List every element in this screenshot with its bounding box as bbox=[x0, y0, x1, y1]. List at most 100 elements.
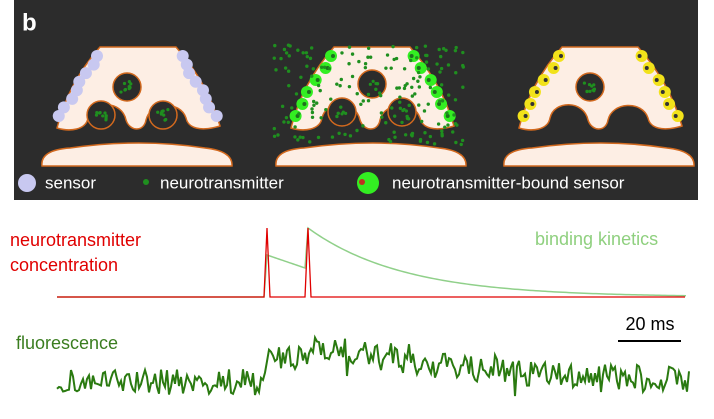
transmitter bbox=[317, 136, 320, 139]
transmitter bbox=[417, 103, 420, 106]
transmitter bbox=[447, 63, 450, 66]
transmitter bbox=[461, 51, 464, 54]
sensor bbox=[211, 110, 223, 122]
transmitter bbox=[433, 142, 436, 145]
bound-sensor-dot bbox=[316, 78, 320, 82]
vesicle-transmitter bbox=[128, 85, 131, 88]
transmitter bbox=[439, 55, 442, 58]
vesicle-transmitter bbox=[340, 112, 343, 115]
transmitter bbox=[417, 71, 420, 74]
transmitter bbox=[356, 92, 359, 95]
transmitter bbox=[348, 85, 351, 88]
scale-bar-label: 20 ms bbox=[625, 314, 674, 334]
transmitter bbox=[351, 52, 354, 55]
vesicle-transmitter bbox=[588, 83, 591, 86]
bound-sensor-dot bbox=[307, 90, 311, 94]
transmitter bbox=[357, 60, 360, 63]
transmitter bbox=[329, 97, 332, 100]
transmitter bbox=[337, 132, 340, 135]
fluorescence-trace bbox=[57, 338, 689, 397]
transmitter bbox=[273, 44, 276, 47]
transmitter bbox=[364, 66, 367, 69]
transmitter bbox=[285, 116, 288, 119]
transmitter bbox=[454, 71, 457, 74]
vesicle-transmitter bbox=[163, 118, 166, 121]
transmitter bbox=[367, 47, 370, 50]
trace-label: fluorescence bbox=[16, 333, 118, 353]
bound-sensor-dot bbox=[661, 90, 665, 94]
transmitter bbox=[454, 141, 457, 144]
legend-label: sensor bbox=[45, 173, 96, 192]
transmitter bbox=[315, 101, 318, 104]
transmitter bbox=[440, 134, 443, 137]
transmitter bbox=[407, 104, 410, 107]
bound-sensor bbox=[529, 86, 541, 98]
transmitter bbox=[445, 111, 448, 114]
vesicle-transmitter bbox=[166, 108, 169, 111]
transmitter bbox=[376, 82, 379, 85]
vesicle bbox=[358, 70, 386, 98]
bound-sensor-dot bbox=[645, 66, 649, 70]
transmitter bbox=[282, 120, 285, 123]
bound-sensor-dot bbox=[433, 90, 437, 94]
transmitter bbox=[331, 135, 334, 138]
transmitter bbox=[438, 100, 441, 103]
transmitter bbox=[461, 86, 464, 89]
trace-label: concentration bbox=[10, 255, 118, 275]
transmitter bbox=[364, 62, 367, 65]
bound-sensor-dot bbox=[331, 54, 335, 58]
transmitter bbox=[310, 107, 313, 110]
bound-sensor-dot bbox=[674, 114, 678, 118]
transmitter bbox=[435, 62, 438, 65]
transmitter bbox=[438, 70, 441, 73]
transmitter bbox=[312, 104, 315, 107]
transmitter bbox=[446, 123, 449, 126]
transmitter bbox=[317, 84, 320, 87]
bound-sensor-dot bbox=[410, 54, 414, 58]
legend-transmitter-icon bbox=[143, 179, 149, 185]
vesicle-transmitter bbox=[124, 88, 127, 91]
vesicle bbox=[113, 73, 141, 101]
transmitter bbox=[295, 92, 298, 95]
trace-label: binding kinetics bbox=[535, 229, 658, 249]
vesicle-transmitter bbox=[369, 83, 372, 86]
transmitter bbox=[274, 68, 277, 71]
transmitter bbox=[399, 107, 402, 110]
vesicle-transmitter bbox=[119, 90, 122, 93]
transmitter bbox=[416, 80, 419, 83]
legend-label: neurotransmitter bbox=[160, 173, 284, 192]
transmitter bbox=[409, 59, 412, 62]
bound-sensor-dot bbox=[559, 54, 563, 58]
transmitter bbox=[310, 74, 313, 77]
transmitter bbox=[391, 45, 394, 48]
vesicle-transmitter bbox=[401, 109, 404, 112]
transmitter bbox=[412, 77, 415, 80]
transmitter bbox=[424, 44, 427, 47]
transmitter bbox=[454, 122, 457, 125]
transmitter bbox=[348, 45, 351, 48]
transmitter bbox=[447, 93, 450, 96]
transmitter bbox=[420, 120, 423, 123]
vesicle-transmitter bbox=[372, 80, 375, 83]
transmitter bbox=[273, 127, 276, 130]
transmitter bbox=[361, 124, 364, 127]
vesicle-transmitter bbox=[99, 111, 102, 114]
transmitter bbox=[288, 54, 291, 57]
transmitter bbox=[296, 138, 299, 141]
transmitter bbox=[444, 49, 447, 52]
transmitter bbox=[305, 51, 308, 54]
vesicle bbox=[87, 101, 115, 129]
transmitter bbox=[290, 106, 293, 109]
vesicle-transmitter bbox=[156, 111, 159, 114]
transmitter bbox=[423, 109, 426, 112]
transmitter bbox=[301, 51, 304, 54]
transmitter bbox=[426, 141, 429, 144]
transmitter bbox=[319, 116, 322, 119]
transmitter bbox=[284, 66, 287, 69]
transmitter bbox=[293, 125, 296, 128]
transmitter bbox=[296, 49, 299, 52]
legend-label: neurotransmitter-bound sensor bbox=[392, 173, 625, 192]
bound-sensor bbox=[301, 86, 313, 98]
transmitter bbox=[285, 51, 288, 54]
trace-label: neurotransmitter bbox=[10, 230, 141, 250]
